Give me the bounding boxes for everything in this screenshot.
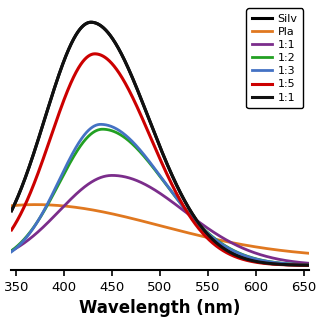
Line: 1:1: 1:1 bbox=[12, 175, 313, 264]
Pla bbox=[26, 203, 29, 207]
1:2 bbox=[131, 142, 134, 146]
1:1 bbox=[311, 263, 315, 267]
1:1 bbox=[131, 177, 134, 181]
Silv bbox=[89, 20, 93, 24]
1:3 bbox=[219, 242, 223, 245]
1:1 bbox=[127, 176, 131, 180]
Pla bbox=[311, 252, 315, 256]
1:1 bbox=[10, 209, 13, 212]
1:5 bbox=[127, 88, 131, 92]
1:3 bbox=[10, 250, 13, 254]
1:2 bbox=[26, 234, 29, 237]
1:1 bbox=[10, 249, 13, 253]
Line: Silv: Silv bbox=[12, 22, 313, 265]
1:1 bbox=[127, 67, 131, 71]
1:1 bbox=[219, 244, 223, 248]
1:1 bbox=[311, 262, 315, 266]
Pla bbox=[27, 203, 30, 207]
Line: 1:1: 1:1 bbox=[12, 22, 313, 265]
Pla bbox=[127, 216, 131, 220]
1:3 bbox=[27, 233, 30, 237]
Silv bbox=[311, 263, 315, 267]
1:1 bbox=[219, 235, 223, 239]
1:1 bbox=[27, 167, 30, 171]
Pla bbox=[131, 217, 134, 220]
1:1 bbox=[110, 173, 114, 177]
Line: 1:3: 1:3 bbox=[12, 124, 313, 265]
Pla bbox=[34, 203, 37, 206]
1:5 bbox=[311, 263, 315, 267]
1:3 bbox=[294, 262, 298, 266]
1:5 bbox=[219, 247, 223, 251]
1:1 bbox=[26, 170, 29, 174]
Silv bbox=[131, 76, 134, 80]
1:2 bbox=[219, 241, 223, 245]
Pla bbox=[294, 250, 298, 254]
1:1 bbox=[294, 260, 298, 264]
Silv bbox=[219, 244, 223, 248]
1:2 bbox=[101, 127, 105, 131]
1:5 bbox=[131, 95, 134, 99]
1:3 bbox=[26, 234, 29, 238]
Pla bbox=[10, 204, 13, 208]
1:2 bbox=[10, 249, 13, 252]
Silv bbox=[10, 209, 13, 212]
1:1 bbox=[131, 76, 134, 80]
1:2 bbox=[27, 232, 30, 236]
1:2 bbox=[127, 139, 131, 143]
1:5 bbox=[294, 263, 298, 267]
1:5 bbox=[93, 52, 97, 56]
Line: 1:5: 1:5 bbox=[12, 54, 313, 265]
Line: Pla: Pla bbox=[12, 204, 313, 254]
Silv bbox=[27, 167, 30, 171]
Silv bbox=[127, 67, 131, 71]
1:1 bbox=[89, 20, 93, 24]
1:5 bbox=[27, 196, 30, 199]
Legend: Silv, Pla, 1:1, 1:2, 1:3, 1:5, 1:1: Silv, Pla, 1:1, 1:2, 1:3, 1:5, 1:1 bbox=[246, 8, 303, 108]
1:3 bbox=[127, 136, 131, 140]
1:5 bbox=[10, 228, 13, 232]
Line: 1:2: 1:2 bbox=[12, 129, 313, 265]
1:3 bbox=[311, 263, 315, 267]
1:2 bbox=[311, 263, 315, 267]
1:1 bbox=[26, 239, 29, 243]
Silv bbox=[294, 263, 298, 267]
X-axis label: Wavelength (nm): Wavelength (nm) bbox=[79, 299, 241, 317]
Silv bbox=[26, 170, 29, 174]
1:3 bbox=[131, 140, 134, 144]
1:1 bbox=[294, 263, 298, 267]
1:1 bbox=[27, 238, 30, 242]
Pla bbox=[219, 238, 223, 242]
1:2 bbox=[294, 262, 298, 266]
1:5 bbox=[26, 198, 29, 202]
1:3 bbox=[99, 123, 103, 126]
